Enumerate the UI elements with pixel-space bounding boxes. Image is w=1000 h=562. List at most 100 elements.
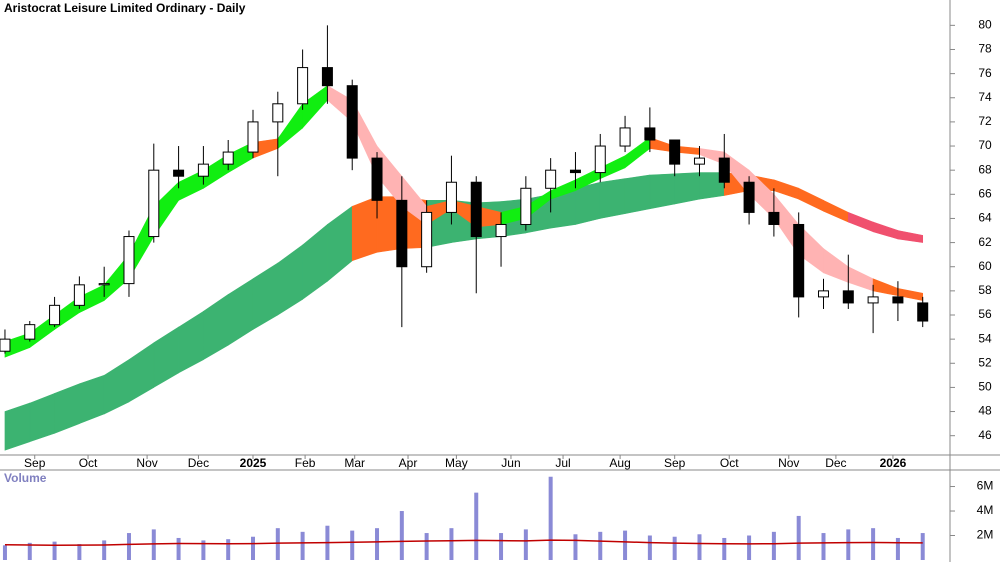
- y-tick-label: 76: [978, 66, 992, 80]
- candle-body: [793, 223, 805, 298]
- x-tick-label: Sep: [664, 456, 686, 470]
- candle-body: [768, 211, 780, 225]
- candle-body: [173, 169, 185, 177]
- volume-bar: [201, 540, 206, 560]
- y-tick-label: 66: [978, 186, 992, 200]
- candle-body: [98, 283, 110, 286]
- candle-body: [669, 139, 681, 165]
- volume-bar: [399, 511, 404, 560]
- volume-bar: [126, 533, 131, 560]
- candle-body: [594, 145, 606, 174]
- volume-bar: [77, 544, 82, 560]
- candle-body: [842, 290, 854, 304]
- y-tick-label: 48: [978, 404, 992, 418]
- candle-body: [445, 181, 457, 213]
- candle-body: [148, 169, 160, 238]
- ma-band-segment: [624, 174, 651, 214]
- volume-bar: [449, 528, 454, 560]
- x-tick-label: Nov: [136, 456, 157, 470]
- y-tick-label: 46: [978, 428, 992, 442]
- volume-bar: [52, 541, 57, 560]
- volume-bar: [846, 529, 851, 560]
- volume-bar: [375, 528, 380, 560]
- x-tick-label: 2026: [880, 456, 907, 470]
- volume-bar: [598, 531, 603, 560]
- candle-body: [644, 127, 656, 141]
- x-tick-label: Oct: [79, 456, 98, 470]
- volume-bar: [2, 545, 7, 560]
- volume-title: Volume: [4, 471, 47, 485]
- y-tick-label: 6M: [977, 479, 994, 493]
- y-tick-label: 2M: [977, 528, 994, 542]
- candle-body: [743, 181, 755, 213]
- candle-body: [123, 236, 135, 285]
- volume-bar: [300, 531, 305, 560]
- candle-body: [693, 157, 705, 165]
- candle-body: [371, 157, 383, 201]
- volume-bar: [151, 529, 156, 560]
- x-tick-label: Dec: [188, 456, 209, 470]
- y-tick-label: 74: [978, 90, 992, 104]
- y-tick-label: 56: [978, 307, 992, 321]
- y-tick-label: 52: [978, 355, 992, 369]
- candle-body: [867, 296, 879, 304]
- x-tick-label: Sep: [24, 456, 46, 470]
- candle-body: [545, 169, 557, 189]
- ma-band-segment: [897, 230, 924, 243]
- volume-bar: [350, 530, 355, 560]
- candle-body: [346, 85, 358, 159]
- x-tick-label: Oct: [720, 456, 739, 470]
- y-tick-label: 50: [978, 380, 992, 394]
- volume-bar: [747, 535, 752, 560]
- volume-bar: [821, 533, 826, 560]
- volume-bar: [623, 530, 628, 560]
- volume-bar: [895, 537, 900, 560]
- volume-bar: [647, 535, 652, 560]
- volume-bar: [548, 476, 553, 560]
- candle-body: [718, 157, 730, 183]
- volume-bar: [697, 534, 702, 560]
- x-tick-label: Apr: [399, 456, 418, 470]
- candle-body: [520, 187, 532, 225]
- y-tick-label: 64: [978, 211, 992, 225]
- x-tick-label: Aug: [609, 456, 630, 470]
- volume-bar: [424, 533, 429, 560]
- candle-body: [892, 296, 904, 304]
- y-tick-label: 80: [978, 18, 992, 32]
- volume-bar: [226, 539, 231, 560]
- candle-body: [297, 67, 309, 105]
- x-tick-label: Dec: [825, 456, 846, 470]
- candle-body: [495, 223, 507, 238]
- y-tick-label: 72: [978, 114, 992, 128]
- candle-body: [73, 284, 85, 306]
- candle-body: [222, 151, 234, 165]
- candle-body: [817, 290, 829, 298]
- volume-ma-line: [4, 539, 923, 547]
- x-tick-label: Nov: [778, 456, 799, 470]
- candle-body: [569, 169, 581, 174]
- candle-body: [24, 324, 36, 340]
- ma-band-segment: [4, 402, 31, 451]
- candle-body: [247, 121, 259, 153]
- volume-bar: [176, 537, 181, 560]
- candle-body: [49, 304, 61, 326]
- x-tick-label: May: [445, 456, 468, 470]
- volume-bar: [251, 536, 256, 560]
- volume-bar: [722, 537, 727, 560]
- volume-bar: [672, 536, 677, 560]
- y-tick-label: 78: [978, 42, 992, 56]
- y-tick-label: 54: [978, 331, 992, 345]
- x-tick-label: Mar: [344, 456, 365, 470]
- candle-body: [421, 211, 433, 268]
- x-tick-label: Feb: [295, 456, 316, 470]
- chart-title: Aristocrat Leisure Limited Ordinary - Da…: [4, 1, 246, 15]
- candle-body: [917, 302, 929, 322]
- y-tick-label: 60: [978, 259, 992, 273]
- volume-bar: [474, 492, 479, 560]
- x-tick-label: Jun: [501, 456, 520, 470]
- candle-body: [396, 199, 408, 268]
- y-tick-label: 70: [978, 138, 992, 152]
- volume-bar: [102, 540, 107, 560]
- candle-body: [272, 103, 284, 123]
